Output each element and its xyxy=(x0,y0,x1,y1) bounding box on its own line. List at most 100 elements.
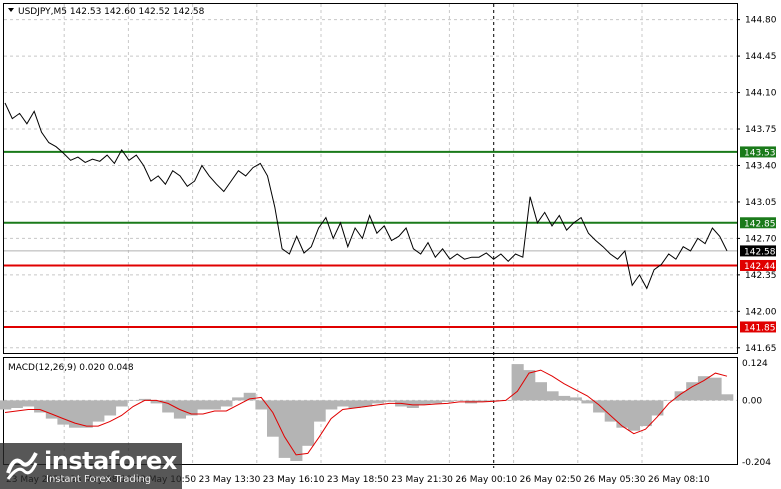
macd-bar xyxy=(511,364,524,401)
macd-bar xyxy=(22,400,35,407)
macd-bar xyxy=(34,400,47,413)
level-label: 141.85 xyxy=(744,323,776,333)
macd-header: MACD(12,26,9) 0.020 0.048 xyxy=(8,363,134,373)
macd-bar xyxy=(674,391,687,401)
x-tick-label: 26 May 02:50 xyxy=(520,475,582,485)
macd-bar xyxy=(721,394,734,401)
macd-bar xyxy=(290,400,303,461)
macd-bar xyxy=(697,376,710,401)
level-badge xyxy=(740,321,776,333)
x-tick-label: 23 May 13:30 xyxy=(199,475,261,485)
macd-bar xyxy=(302,400,315,446)
x-tick-label: 23 May 18:50 xyxy=(327,475,389,485)
macd-bar xyxy=(383,400,396,402)
macd-bar xyxy=(150,400,163,404)
macd-bar xyxy=(57,400,70,425)
macd-bar xyxy=(0,400,12,410)
logo-brand: instaforex xyxy=(44,447,177,475)
price-grid xyxy=(4,4,737,468)
macd-bar xyxy=(523,370,536,401)
macd-bar xyxy=(220,400,233,407)
macd-bar xyxy=(651,400,664,416)
logo-mark-icon xyxy=(6,452,38,480)
macd-bar xyxy=(92,400,105,422)
macd-bar xyxy=(488,400,501,401)
current-price-badge xyxy=(740,245,776,257)
instaforex-logo: instaforex Instant Forex Trading xyxy=(0,443,182,489)
macd-bar xyxy=(430,400,443,404)
logo-tagline: Instant Forex Trading xyxy=(46,474,152,485)
macd-bar xyxy=(104,400,117,416)
macd-bar xyxy=(348,400,361,408)
macd-bar xyxy=(639,400,652,427)
x-tick-label: 26 May 00:10 xyxy=(455,475,517,485)
y-tick-label: 142.70 xyxy=(745,234,777,244)
price-line xyxy=(4,102,728,290)
macd-bar xyxy=(278,400,291,458)
y-tick-label: 141.65 xyxy=(745,344,777,354)
level-badge xyxy=(740,217,776,229)
macd-bar xyxy=(336,400,349,407)
macd-bar xyxy=(441,400,454,402)
macd-bar xyxy=(325,400,338,410)
level-badge xyxy=(740,146,776,158)
macd-y-tick-label: 0.00 xyxy=(742,396,762,406)
macd-bar xyxy=(197,400,210,410)
y-tick-label: 144.45 xyxy=(745,52,777,62)
macd-bar xyxy=(663,400,676,401)
macd-bar xyxy=(138,398,151,401)
level-label: 143.53 xyxy=(744,148,776,158)
macd-bar xyxy=(593,400,606,413)
x-tick-label: 23 May 16:10 xyxy=(263,475,325,485)
macd-y-tick-label: -0.204 xyxy=(742,458,771,468)
x-tick-label: 26 May 08:10 xyxy=(648,475,710,485)
macd-bar xyxy=(208,400,221,410)
macd-bar xyxy=(418,400,431,405)
macd-bar xyxy=(581,400,594,404)
x-tick-label: 23 May 21:30 xyxy=(391,475,453,485)
current-price-label: 142.58 xyxy=(744,247,776,257)
chevron-down-icon[interactable] xyxy=(8,8,14,12)
macd-bar xyxy=(267,400,280,437)
level-badge xyxy=(740,259,776,271)
level-label: 142.85 xyxy=(744,219,776,229)
y-tick-label: 144.10 xyxy=(745,89,777,99)
macd-bar xyxy=(558,395,571,401)
macd-panel-frame xyxy=(3,357,738,465)
macd-bar xyxy=(604,400,617,422)
y-tick-label: 143.05 xyxy=(745,198,777,208)
macd-bar xyxy=(232,397,245,401)
macd-bar xyxy=(709,377,722,401)
support-resistance-levels xyxy=(4,150,737,328)
x-tick-label: 26 May 05:30 xyxy=(584,475,646,485)
symbol-header: USDJPY,M5 142.53 142.60 142.52 142.58 xyxy=(18,7,205,17)
macd-signal-line xyxy=(4,369,728,456)
macd-bar xyxy=(476,400,489,402)
y-tick-label: 142.00 xyxy=(745,307,777,317)
macd-bar xyxy=(243,392,256,401)
macd-bar xyxy=(546,391,559,401)
macd-bar xyxy=(371,400,384,404)
y-tick-label: 143.75 xyxy=(745,125,777,135)
macd-bar xyxy=(453,400,466,401)
price-panel-frame xyxy=(3,3,738,354)
macd-bar xyxy=(255,400,268,410)
macd-bar xyxy=(616,400,629,428)
macd-bar xyxy=(569,397,582,401)
price-series xyxy=(4,102,728,290)
macd-bar xyxy=(686,382,699,401)
macd-bar xyxy=(69,400,82,428)
y-tick-label: 144.80 xyxy=(745,16,777,26)
macd-bar xyxy=(185,400,198,416)
macd-bar xyxy=(127,400,140,401)
macd-bar xyxy=(45,400,58,419)
macd-y-tick-label: 0.124 xyxy=(742,359,768,369)
y-tick-label: 143.40 xyxy=(745,161,777,171)
macd-series xyxy=(0,364,734,461)
macd-bar xyxy=(628,400,641,431)
macd-bar xyxy=(360,400,373,407)
y-tick-label: 142.35 xyxy=(745,271,777,281)
